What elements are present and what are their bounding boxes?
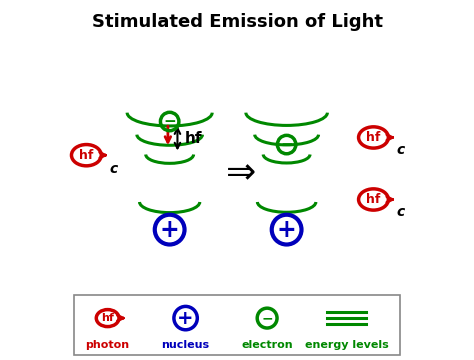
Text: c: c (109, 162, 118, 176)
FancyBboxPatch shape (74, 295, 400, 355)
Text: energy levels: energy levels (305, 339, 389, 350)
Text: photon: photon (86, 339, 130, 350)
Text: Stimulated Emission of Light: Stimulated Emission of Light (91, 13, 383, 31)
Text: hf: hf (366, 193, 381, 206)
Text: −: − (280, 137, 293, 152)
Text: $\Rightarrow$: $\Rightarrow$ (218, 154, 256, 188)
Text: hf: hf (101, 313, 114, 323)
Text: nucleus: nucleus (162, 339, 210, 350)
Text: +: + (177, 309, 194, 328)
Text: hf: hf (184, 131, 202, 146)
Text: c: c (397, 205, 405, 219)
Text: −: − (261, 311, 273, 325)
Text: electron: electron (241, 339, 293, 350)
Text: +: + (160, 218, 180, 242)
Text: hf: hf (79, 149, 93, 162)
Text: hf: hf (366, 131, 381, 144)
Text: −: − (163, 114, 176, 129)
Text: c: c (397, 143, 405, 157)
Text: +: + (277, 218, 297, 242)
